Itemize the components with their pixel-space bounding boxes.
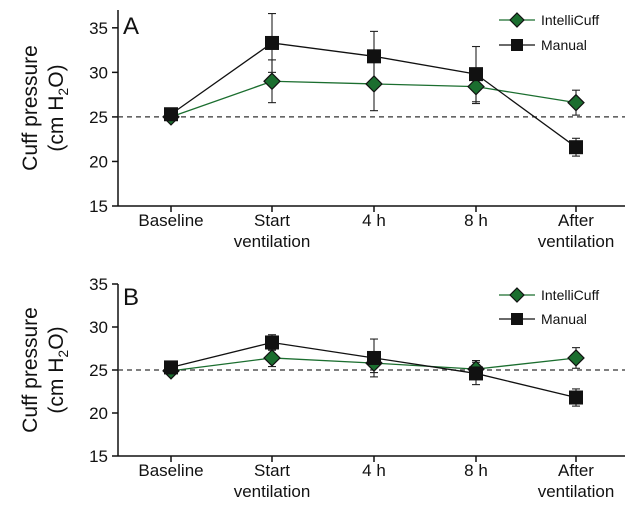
y-axis-unit-subscript: 2 xyxy=(55,350,71,358)
x-tick-label: 4 h xyxy=(362,461,386,480)
data-point-manual xyxy=(164,107,178,122)
data-point-manual xyxy=(469,366,483,381)
y-tick-label: 25 xyxy=(89,361,108,380)
y-axis-unit: (cm H2O) xyxy=(45,326,71,413)
y-tick-label: 35 xyxy=(89,19,108,38)
x-tick-label: ventilation xyxy=(234,232,311,251)
data-point-intellicuff xyxy=(263,349,281,367)
data-point-manual xyxy=(569,390,583,405)
data-point-manual xyxy=(164,360,178,375)
chart-panel-a: 15 20 25 30 35 Baseline Start ventilation 4 h 8 h… xyxy=(19,10,625,251)
x-tick-label: Start xyxy=(254,211,290,230)
x-tick-label: Baseline xyxy=(138,211,203,230)
data-point-manual xyxy=(469,67,483,82)
x-tick-label: ventilation xyxy=(538,232,615,251)
x-tick-label: After xyxy=(558,461,594,480)
legend-label: IntelliCuff xyxy=(541,287,599,303)
data-point-manual xyxy=(569,140,583,155)
y-tick-label: 20 xyxy=(89,152,108,171)
data-point-intellicuff xyxy=(567,93,585,112)
data-point-manual xyxy=(367,350,381,365)
data-point-intellicuff xyxy=(567,349,585,367)
legend: IntelliCuff Manual xyxy=(499,287,599,327)
x-tick-label: 8 h xyxy=(464,211,488,230)
y-axis-unit: (cm H2O) xyxy=(45,64,71,151)
legend-marker-manual xyxy=(511,39,523,51)
panel-label: A xyxy=(123,13,139,40)
y-axis-unit-suffix: O) xyxy=(45,326,68,349)
legend-marker-manual xyxy=(511,313,523,325)
y-tick-label: 35 xyxy=(89,275,108,294)
data-point-manual xyxy=(367,49,381,64)
data-point-manual xyxy=(265,335,279,350)
legend-label: Manual xyxy=(541,311,587,327)
y-tick-label: 20 xyxy=(89,404,108,423)
data-point-intellicuff xyxy=(365,75,383,93)
legend-label: Manual xyxy=(541,37,587,53)
y-axis-unit-suffix: O) xyxy=(45,64,68,87)
y-axis-unit-prefix: (cm H xyxy=(45,96,68,152)
x-tick-label: Baseline xyxy=(138,461,203,480)
y-axis-unit-prefix: (cm H xyxy=(45,358,68,414)
legend-label: IntelliCuff xyxy=(541,12,599,28)
x-tick-label: ventilation xyxy=(234,482,311,501)
data-point-intellicuff xyxy=(467,77,485,96)
x-tick-label: Start xyxy=(254,461,290,480)
panel-label: B xyxy=(123,284,139,311)
data-point-manual xyxy=(265,35,279,50)
legend: IntelliCuff Manual xyxy=(499,12,599,53)
y-axis-unit-subscript: 2 xyxy=(55,88,71,96)
y-tick-label: 15 xyxy=(89,447,108,466)
legend-marker-intellicuff xyxy=(509,287,525,303)
y-axis-title: Cuff pressure xyxy=(19,307,42,433)
y-tick-label: 30 xyxy=(89,63,108,82)
y-axis-title: Cuff pressure xyxy=(19,45,42,171)
x-tick-label: 8 h xyxy=(464,461,488,480)
y-tick-label: 15 xyxy=(89,197,108,216)
x-tick-label: After xyxy=(558,211,594,230)
x-tick-label: ventilation xyxy=(538,482,615,501)
x-tick-label: 4 h xyxy=(362,211,386,230)
y-tick-label: 30 xyxy=(89,318,108,337)
data-point-intellicuff xyxy=(263,72,281,91)
chart-panel-b: 15 20 25 30 35 Baseline Start ventilation 4 h 8 h… xyxy=(19,275,625,501)
y-tick-label: 25 xyxy=(89,108,108,127)
legend-marker-intellicuff xyxy=(509,12,525,28)
